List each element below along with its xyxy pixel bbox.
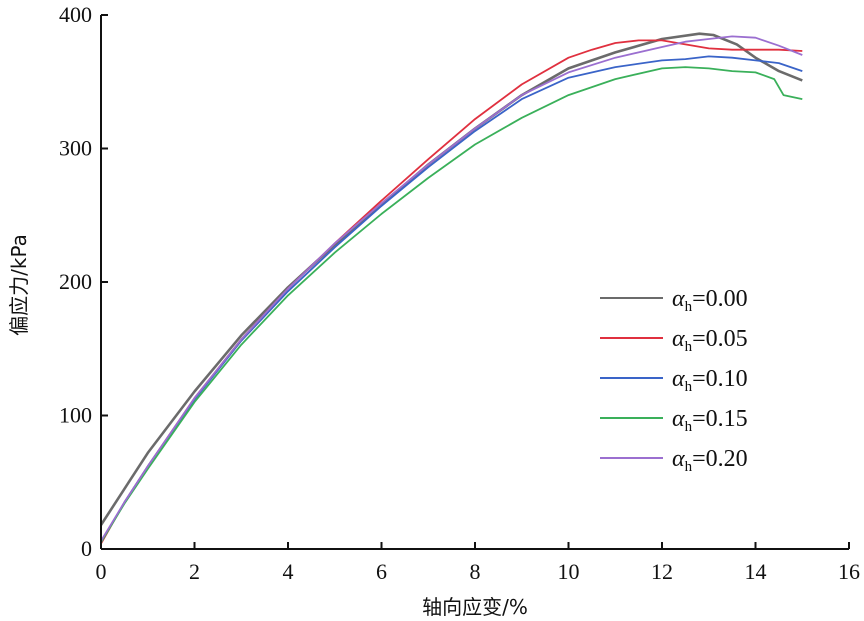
y-tick-label: 400 — [59, 2, 92, 27]
x-ticks: 0 2 4 6 8 10 12 14 16 — [96, 542, 860, 584]
legend-subscript: h — [685, 339, 693, 355]
legend-symbol: α — [672, 446, 685, 472]
legend-symbol: α — [672, 286, 685, 312]
legend-subscript: h — [685, 459, 693, 475]
legend-symbol: α — [672, 406, 685, 432]
legend-subscript: h — [685, 419, 693, 435]
y-tick-label: 100 — [59, 403, 92, 428]
legend-symbol: α — [672, 326, 685, 352]
legend-symbol: α — [672, 366, 685, 392]
legend-value: =0.10 — [692, 366, 748, 392]
y-tick-label: 300 — [59, 136, 92, 161]
y-axis-title: 偏应力/kPa — [7, 234, 31, 336]
legend-subscript: h — [685, 379, 693, 395]
legend-subscript: h — [685, 299, 693, 315]
plot-lines — [99, 32, 803, 545]
x-tick-label: 0 — [96, 559, 107, 584]
x-tick-label: 4 — [283, 559, 294, 584]
x-tick-label: 2 — [189, 559, 200, 584]
legend-label: αh=0.05 — [672, 326, 748, 355]
x-tick-label: 10 — [558, 559, 580, 584]
x-tick-label: 6 — [376, 559, 387, 584]
x-tick-label: 16 — [838, 559, 860, 584]
x-tick-label: 8 — [470, 559, 481, 584]
x-tick-label: 14 — [745, 559, 767, 584]
x-axis-title: 轴向应变/% — [422, 595, 528, 619]
x-tick-label: 12 — [651, 559, 673, 584]
legend-label: αh=0.15 — [672, 406, 748, 435]
legend-label: αh=0.20 — [672, 446, 748, 475]
legend-label: αh=0.10 — [672, 366, 748, 395]
legend-value: =0.20 — [692, 446, 748, 472]
y-ticks: 0 100 200 300 400 — [59, 2, 108, 561]
y-tick-label: 0 — [81, 536, 92, 561]
y-tick-label: 200 — [59, 269, 92, 294]
series-line — [100, 66, 803, 543]
legend-value: =0.00 — [692, 286, 748, 312]
legend-label: αh=0.00 — [672, 286, 748, 315]
legend-value: =0.05 — [692, 326, 748, 352]
series-line — [100, 35, 803, 542]
legend-value: =0.15 — [692, 406, 748, 432]
